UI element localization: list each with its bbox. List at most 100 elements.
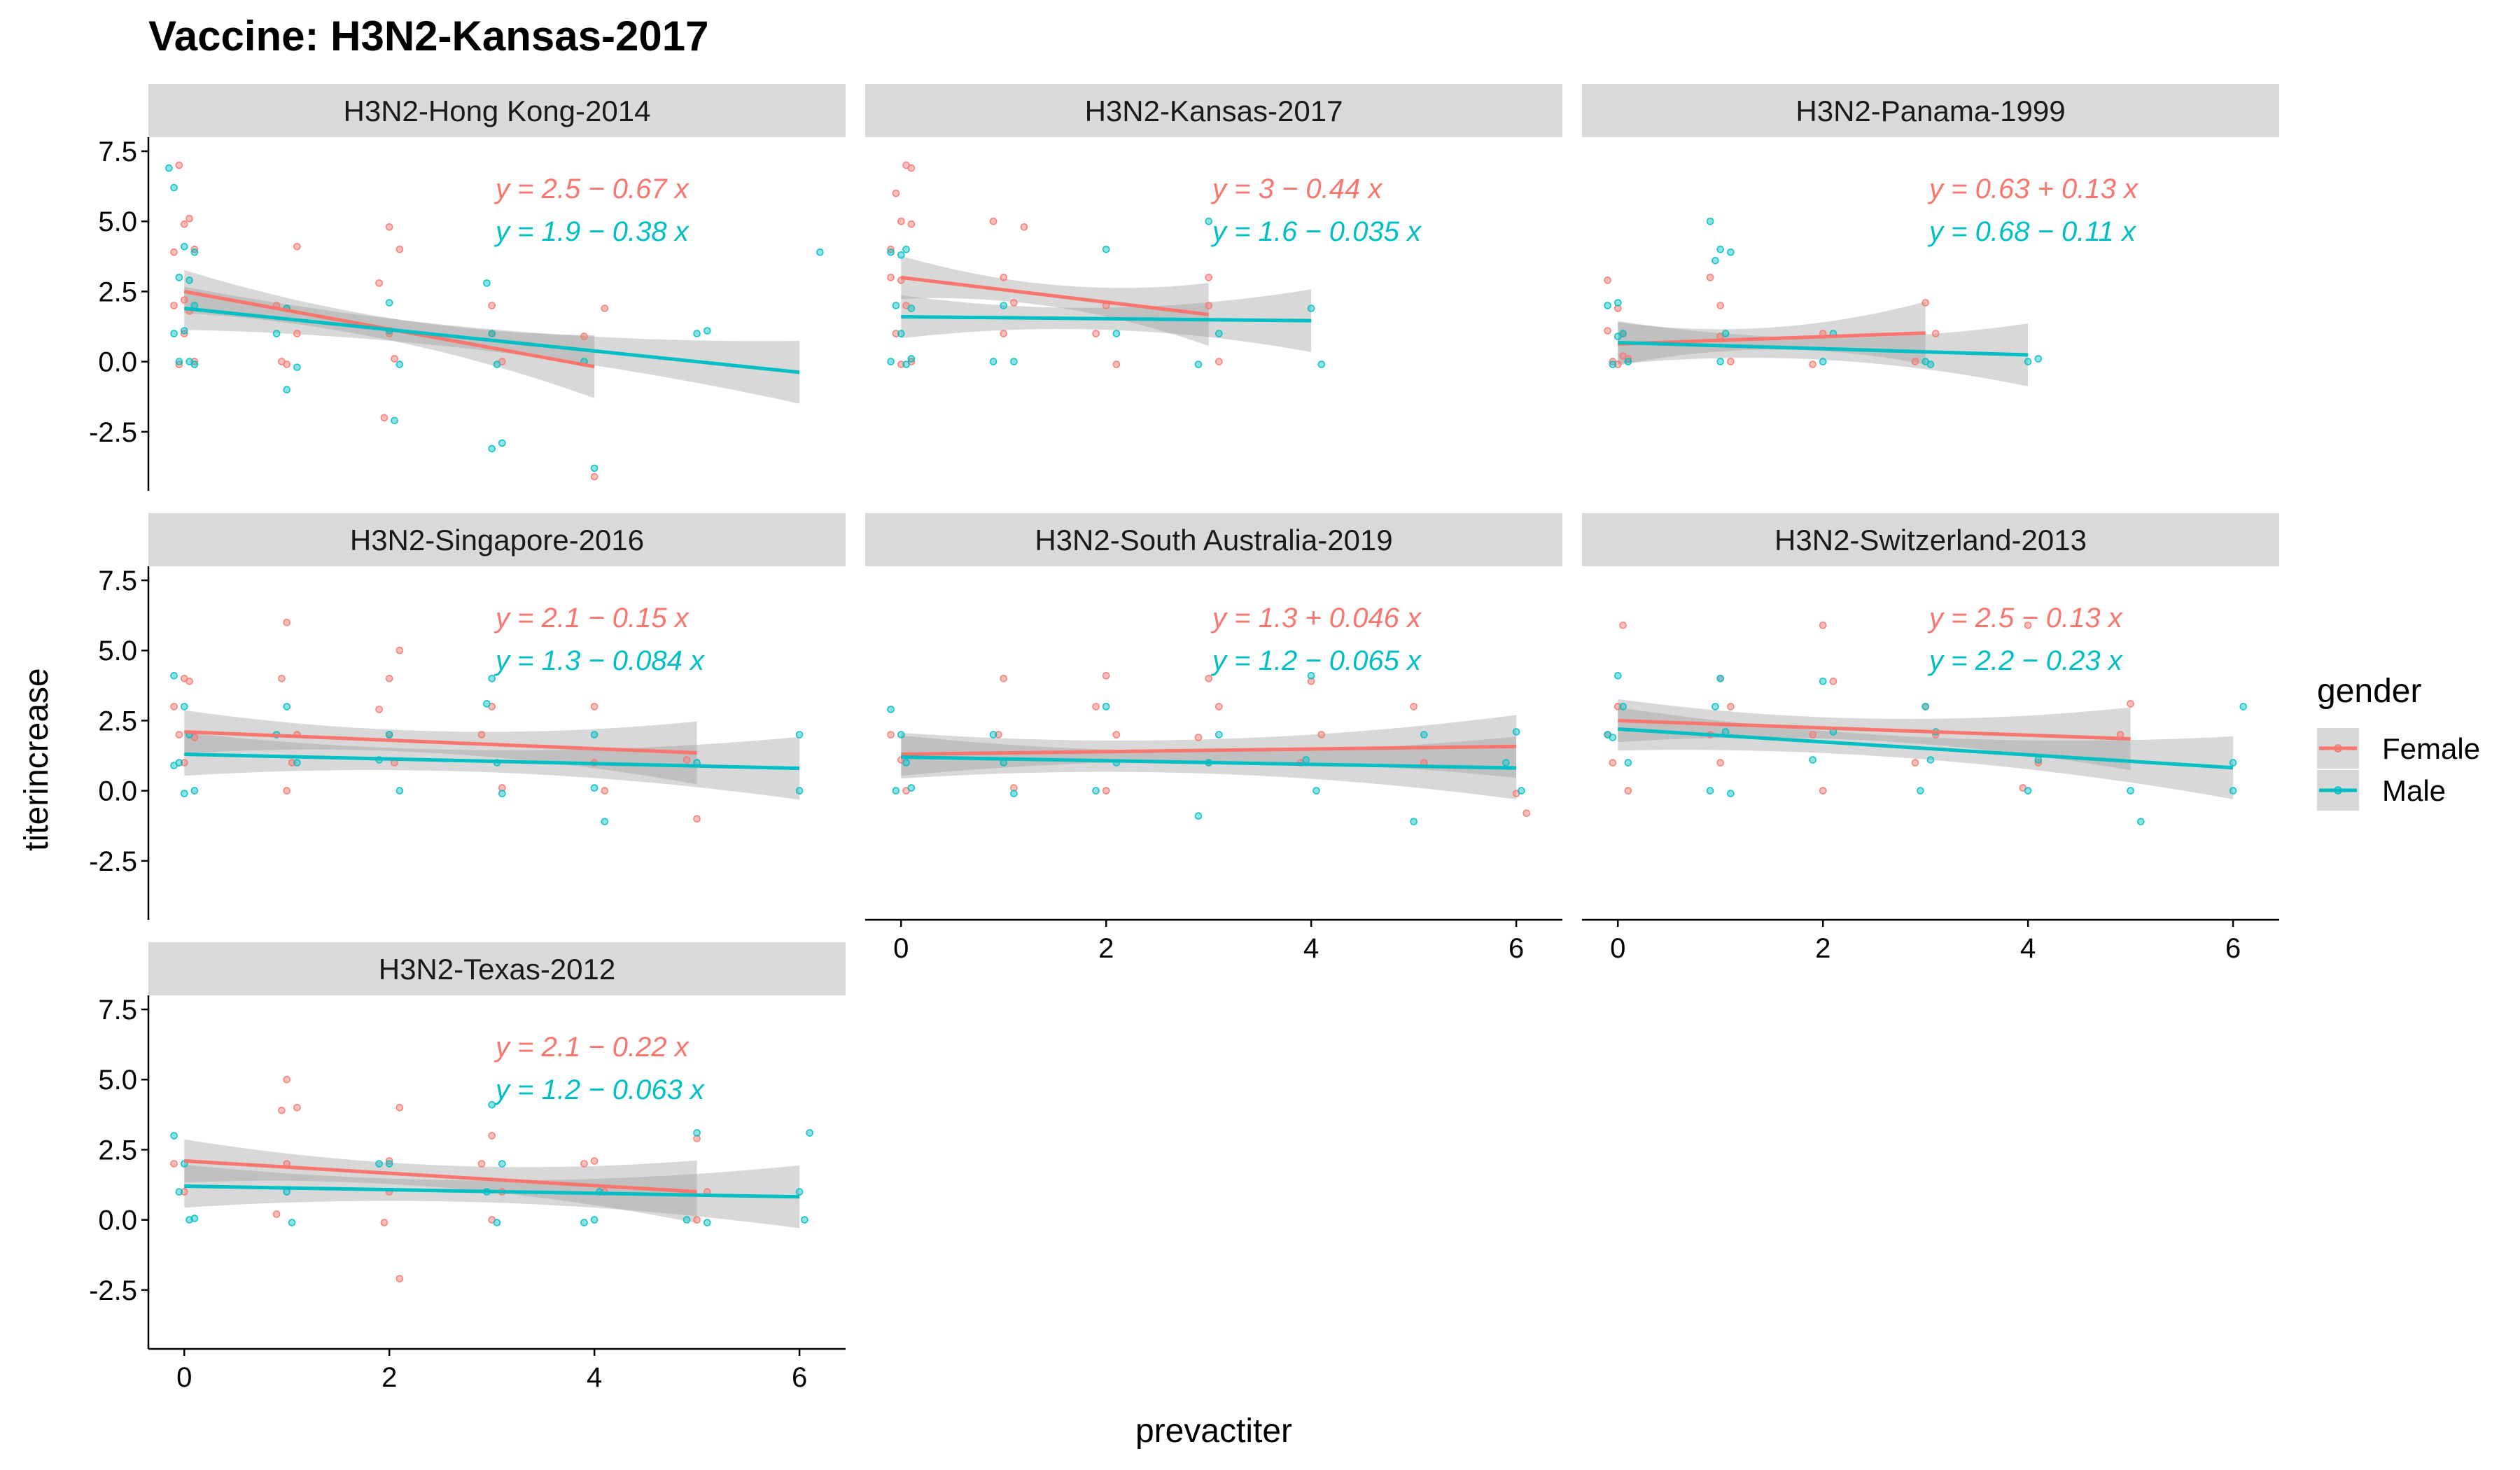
x-tick-label: 6 xyxy=(792,1362,807,1393)
x-tick-label: 0 xyxy=(176,1362,192,1393)
data-point xyxy=(278,1107,286,1114)
data-point xyxy=(1604,302,1611,309)
data-point xyxy=(703,327,711,335)
x-tick-label: 2 xyxy=(1098,933,1114,964)
regression-equation: y = 0.63 + 0.13 x xyxy=(1927,174,2139,204)
confidence-band xyxy=(184,1164,800,1228)
data-point xyxy=(498,439,506,447)
data-point xyxy=(1926,360,1935,368)
data-point xyxy=(1609,759,1617,766)
y-tick-label: 7.5 xyxy=(98,566,137,596)
data-point xyxy=(1727,358,1735,365)
data-point xyxy=(175,358,183,365)
data-point xyxy=(283,386,291,394)
data-point xyxy=(1092,703,1100,710)
data-point xyxy=(293,330,301,337)
data-point xyxy=(887,274,895,281)
data-point xyxy=(180,296,188,304)
data-point xyxy=(190,1214,199,1222)
data-point xyxy=(488,302,496,309)
data-point xyxy=(2239,703,2247,710)
data-point xyxy=(897,251,905,259)
data-point xyxy=(1522,809,1530,817)
data-point xyxy=(887,706,895,713)
y-tick-label: 5.0 xyxy=(98,1065,137,1096)
regression-line xyxy=(184,729,697,755)
facet-strip-label: H3N2-South Australia-2019 xyxy=(1035,524,1392,556)
data-point xyxy=(498,784,506,792)
data-point xyxy=(272,1210,281,1218)
data-point xyxy=(1706,274,1714,281)
data-point xyxy=(1727,790,1735,797)
data-point xyxy=(293,242,301,251)
data-point xyxy=(180,790,188,797)
data-point xyxy=(590,703,598,710)
data-point xyxy=(391,355,398,363)
data-point xyxy=(580,1160,588,1168)
regression-line xyxy=(901,755,1517,770)
data-point xyxy=(693,1129,701,1137)
data-point xyxy=(477,1160,486,1168)
data-point xyxy=(165,164,173,172)
data-point xyxy=(693,330,701,337)
y-tick-label: 7.5 xyxy=(98,136,137,167)
data-point xyxy=(180,220,188,228)
regression-equation: y = 2.5 − 0.13 x xyxy=(1927,603,2124,634)
confidence-band xyxy=(1618,321,2029,386)
data-point xyxy=(1307,304,1315,312)
data-point xyxy=(897,360,905,368)
data-point xyxy=(892,189,900,197)
data-point xyxy=(902,245,910,253)
data-point xyxy=(175,161,183,169)
data-point xyxy=(795,787,804,794)
y-tick-label: 5.0 xyxy=(98,206,137,237)
data-point xyxy=(488,444,496,453)
data-point xyxy=(170,302,178,309)
data-point xyxy=(175,274,183,281)
confidence-band xyxy=(901,715,1517,778)
data-point xyxy=(278,358,286,365)
data-point xyxy=(1624,759,1632,766)
regression-equation: y = 3 − 0.44 x xyxy=(1210,174,1383,204)
panels: H3N2-Hong Kong-2014 y = 2.5 − 0.67 x y = 1… xyxy=(89,84,2279,1393)
data-point xyxy=(995,731,1002,738)
data-point xyxy=(190,248,199,256)
regression-line xyxy=(1618,340,2029,357)
facet-strip xyxy=(865,84,1562,137)
x-tick-label: 4 xyxy=(587,1362,602,1393)
data-point xyxy=(590,1157,598,1165)
data-point xyxy=(170,1132,178,1140)
data-point xyxy=(892,302,900,309)
data-point xyxy=(180,703,188,710)
data-point xyxy=(682,756,691,764)
facet-strip xyxy=(1582,84,2279,137)
data-point xyxy=(795,1188,804,1196)
facet-strip xyxy=(148,942,846,995)
data-point xyxy=(1502,759,1510,766)
panel: H3N2-Panama-1999 y = 0.63 + 0.13 x y = 0.6… xyxy=(1582,84,2279,386)
data-point xyxy=(1624,358,1632,365)
legend-key-point xyxy=(2334,786,2342,794)
data-point xyxy=(1609,734,1617,741)
data-point xyxy=(180,1188,188,1196)
data-point xyxy=(897,731,905,738)
data-point xyxy=(483,700,491,708)
data-point xyxy=(385,731,393,738)
data-point xyxy=(170,703,178,710)
data-point xyxy=(283,618,291,626)
facet-strip-label: H3N2-Panama-1999 xyxy=(1795,94,2065,127)
data-point xyxy=(693,815,701,822)
data-point xyxy=(1819,677,1827,685)
regression-equation: y = 2.5 − 0.67 x xyxy=(493,174,690,204)
panel: H3N2-Kansas-2017 y = 3 − 0.44 x y = 1.6 − … xyxy=(865,84,1562,368)
data-point xyxy=(385,674,393,682)
data-point xyxy=(2024,621,2032,629)
data-point xyxy=(887,248,895,256)
regression-line xyxy=(184,1184,800,1199)
y-tick-label: 0.0 xyxy=(98,1205,137,1236)
data-point xyxy=(1604,276,1611,284)
data-point xyxy=(180,242,188,251)
x-tick-label: 6 xyxy=(2225,933,2241,964)
data-point xyxy=(180,327,188,335)
data-point xyxy=(1819,787,1827,794)
